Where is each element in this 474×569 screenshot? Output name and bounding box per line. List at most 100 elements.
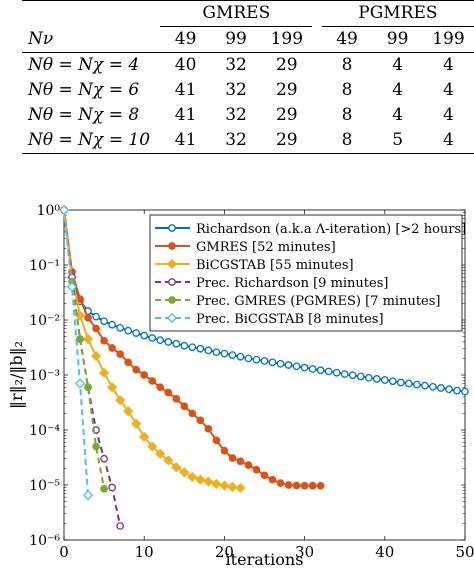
data-point: [188, 343, 197, 352]
data-point: [413, 380, 421, 389]
data-point: [132, 329, 141, 337]
data-point: [284, 481, 293, 489]
table-cell: 29: [275, 80, 298, 100]
data-point: [252, 465, 261, 474]
data-point: [388, 377, 397, 386]
y-tick-label: 10⁻⁶: [29, 533, 60, 549]
table-row: Nθ = Nχ = 8 41 32 29 8 4 4: [22, 103, 474, 128]
data-point: [108, 483, 116, 492]
residual-convergence-chart: 0 10 20 30 40 50 10⁰ 10⁻¹ 10⁻² 10⁻³ 10⁻⁴ 10⁻⁵ 10⁻⁶ it…: [7, 203, 474, 569]
data-point: [364, 373, 373, 382]
data-point: [172, 394, 181, 403]
data-point: [124, 358, 133, 367]
data-point: [180, 341, 189, 350]
data-point: [98, 367, 110, 378]
table-cell: 4: [443, 105, 454, 125]
data-point: [204, 424, 213, 433]
data-point: [188, 409, 197, 418]
data-point: [260, 471, 269, 480]
data-point: [84, 313, 92, 322]
data-point: [236, 352, 245, 361]
data-point: [252, 355, 261, 364]
row-label: Nθ = Nχ = 10: [28, 130, 151, 150]
nv-value: 49: [336, 29, 358, 49]
data-point: [268, 358, 277, 367]
data-point: [124, 326, 133, 335]
data-point: [332, 368, 341, 377]
nv-value: 99: [386, 29, 409, 49]
data-point: [100, 454, 108, 463]
data-point: [164, 338, 173, 346]
iteration-count-table: GMRES PGMRES Nν 49 99 199 49 99 199 Nθ =…: [22, 0, 474, 154]
data-point: [437, 384, 445, 392]
data-point: [164, 388, 173, 397]
data-point: [132, 365, 141, 374]
data-point: [156, 383, 165, 392]
nv-value: 99: [225, 29, 247, 49]
data-point: [324, 367, 333, 376]
data-point: [244, 354, 253, 363]
data-point: [196, 344, 205, 353]
data-point: [396, 378, 405, 387]
legend-label: Prec. BiCGSTAB [8 minutes]: [196, 312, 384, 327]
table-cell: 4: [443, 130, 454, 150]
data-point: [340, 370, 349, 378]
data-point: [123, 406, 134, 417]
y-axis-label: ‖r‖₂/‖b‖₂: [7, 341, 26, 409]
data-point: [227, 481, 238, 493]
data-point: [82, 333, 94, 345]
x-tick-label: 20: [215, 543, 234, 561]
table-cell: 4: [392, 105, 404, 125]
data-point: [187, 471, 198, 483]
data-point: [316, 366, 325, 375]
table-row: Nθ = Nχ = 4 40 32 29 8 4 4: [22, 53, 474, 79]
data-point: [292, 481, 301, 490]
table-cell: 40: [174, 55, 197, 75]
data-point: [236, 457, 245, 466]
data-point: [92, 442, 100, 451]
x-tick-label: 30: [295, 543, 314, 561]
data-point: [156, 336, 165, 345]
legend-label: GMRES [52 minutes]: [196, 240, 336, 255]
table-row: Nθ = Nχ = 6 41 32 29 8 4 4: [22, 78, 474, 103]
table-cell: 4: [443, 55, 454, 75]
data-point: [116, 350, 124, 358]
row-label: Nθ = Nχ = 4: [28, 55, 140, 75]
data-point: [100, 336, 108, 345]
data-point: [292, 362, 301, 371]
y-tick-label: 10⁻¹: [29, 258, 60, 274]
table-cell: 32: [225, 105, 247, 125]
data-point: [228, 454, 237, 462]
data-point: [235, 482, 246, 494]
data-point: [195, 474, 206, 485]
data-point: [108, 344, 116, 352]
table-cell: 5: [392, 130, 404, 150]
data-point: [453, 386, 461, 395]
data-point: [148, 334, 157, 342]
table-cell: 8: [341, 80, 353, 100]
data-point: [147, 441, 158, 452]
data-point: [260, 357, 269, 365]
data-point: [76, 335, 84, 343]
data-point: [180, 402, 189, 411]
data-point: [372, 375, 381, 383]
legend-label: Richardson (a.k.a Λ-iteration) [>2 hours…: [196, 222, 466, 237]
legend-label: BiCGSTAB [55 minutes]: [196, 258, 354, 273]
table-cell: 32: [225, 130, 247, 150]
data-point: [461, 387, 469, 396]
data-point: [300, 481, 309, 490]
x-tick-label: 40: [375, 543, 394, 561]
table-cell: 41: [174, 130, 197, 150]
data-point: [429, 382, 437, 391]
row-label: Nθ = Nχ = 8: [28, 105, 140, 125]
data-point: [139, 431, 150, 442]
data-point: [276, 359, 285, 368]
legend-label: Prec. GMRES (PGMRES) [7 minutes]: [196, 294, 440, 309]
row-label: Nθ = Nχ = 6: [28, 80, 140, 100]
data-point: [212, 436, 221, 445]
data-point: [308, 481, 317, 490]
data-point: [100, 317, 108, 326]
table-row: Nθ = Nχ = 10 41 32 29 8 5 4: [22, 128, 474, 154]
gmres-group-header: GMRES: [160, 0, 313, 27]
legend-swatch-marker: [168, 296, 176, 304]
